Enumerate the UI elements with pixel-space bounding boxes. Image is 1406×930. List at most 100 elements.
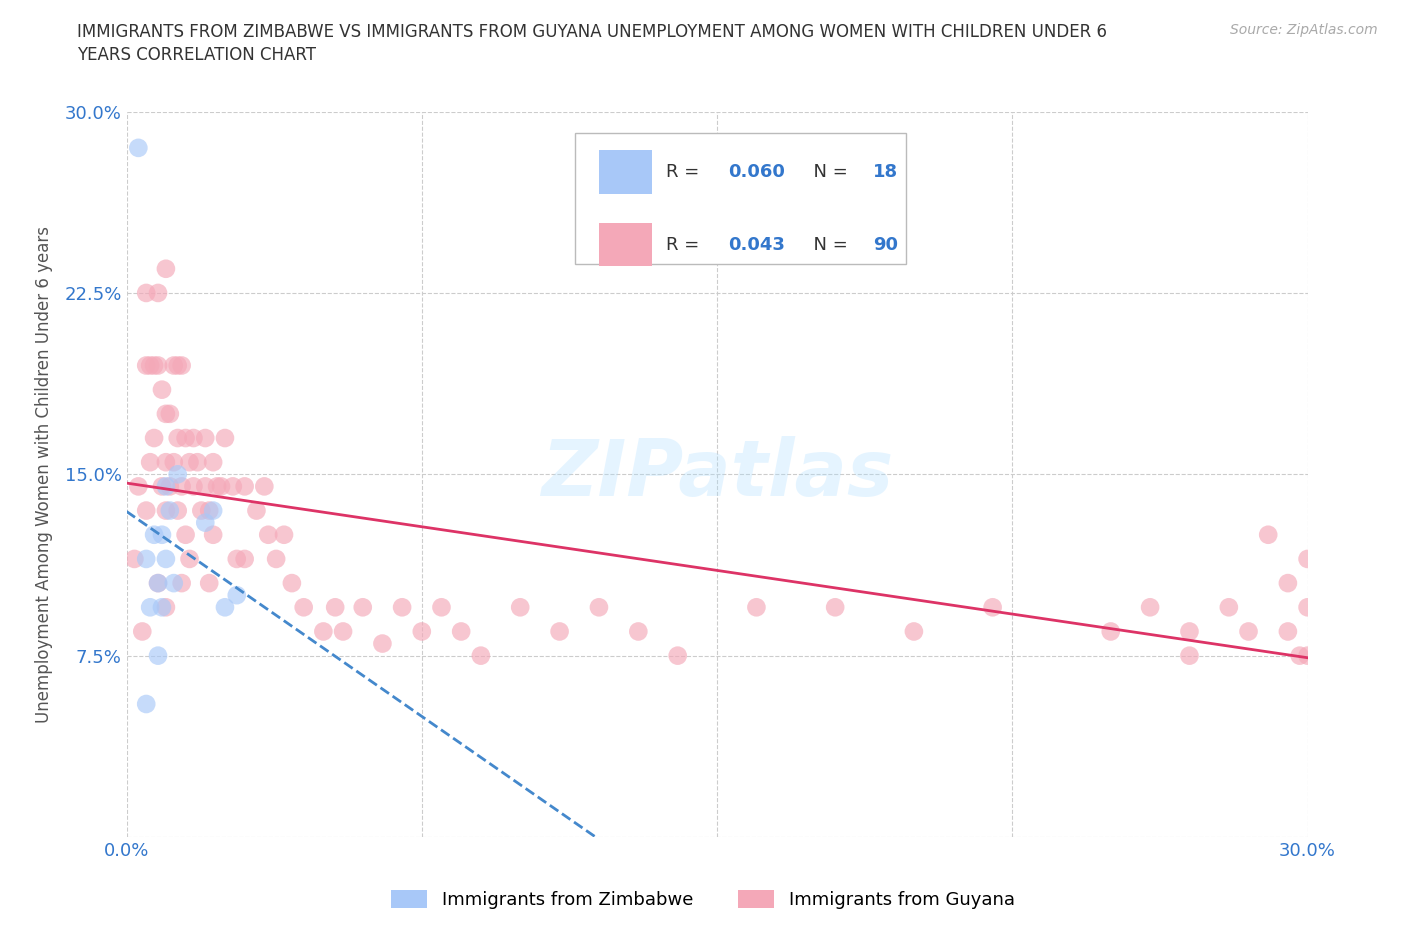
Point — [450, 624, 472, 639]
Point — [183, 479, 205, 494]
Point — [1277, 624, 1299, 639]
Point — [257, 527, 280, 542]
Point — [166, 467, 188, 482]
Legend: Immigrants from Zimbabwe, Immigrants from Guyana: Immigrants from Zimbabwe, Immigrants fro… — [384, 883, 1022, 916]
Point — [170, 358, 193, 373]
Point — [233, 551, 256, 566]
Point — [166, 358, 188, 373]
Point — [127, 479, 149, 494]
Point — [292, 600, 315, 615]
FancyBboxPatch shape — [599, 151, 652, 193]
Point — [186, 455, 208, 470]
Point — [627, 624, 650, 639]
Point — [183, 431, 205, 445]
Text: N =: N = — [801, 236, 853, 254]
Point — [253, 479, 276, 494]
Point — [1288, 648, 1310, 663]
Point — [1296, 648, 1319, 663]
Point — [903, 624, 925, 639]
Point — [146, 648, 169, 663]
Point — [194, 515, 217, 530]
Point — [159, 479, 181, 494]
Point — [174, 431, 197, 445]
Point — [470, 648, 492, 663]
Point — [127, 140, 149, 155]
Point — [209, 479, 232, 494]
Point — [1218, 600, 1240, 615]
Point — [170, 479, 193, 494]
Point — [124, 551, 146, 566]
Point — [179, 551, 201, 566]
Point — [824, 600, 846, 615]
Point — [666, 648, 689, 663]
Text: 90: 90 — [873, 236, 898, 254]
Point — [588, 600, 610, 615]
Point — [225, 551, 247, 566]
Point — [155, 503, 177, 518]
Point — [245, 503, 267, 518]
Point — [281, 576, 304, 591]
Point — [139, 358, 162, 373]
Point — [391, 600, 413, 615]
Point — [135, 358, 157, 373]
Point — [131, 624, 153, 639]
Point — [745, 600, 768, 615]
Point — [143, 358, 166, 373]
Point — [264, 551, 287, 566]
Point — [1099, 624, 1122, 639]
Point — [159, 406, 181, 421]
Point — [135, 551, 157, 566]
Point — [159, 503, 181, 518]
Point — [1257, 527, 1279, 542]
Y-axis label: Unemployment Among Women with Children Under 6 years: Unemployment Among Women with Children U… — [35, 226, 53, 723]
Point — [143, 527, 166, 542]
Point — [139, 600, 162, 615]
Point — [1277, 576, 1299, 591]
Point — [1296, 551, 1319, 566]
Point — [163, 358, 186, 373]
Point — [430, 600, 453, 615]
Point — [155, 455, 177, 470]
Point — [146, 576, 169, 591]
Point — [1296, 600, 1319, 615]
Point — [198, 503, 221, 518]
Point — [174, 527, 197, 542]
Point — [155, 261, 177, 276]
Point — [155, 600, 177, 615]
Point — [155, 551, 177, 566]
Point — [170, 576, 193, 591]
Point — [202, 455, 225, 470]
Point — [312, 624, 335, 639]
Point — [150, 382, 173, 397]
FancyBboxPatch shape — [599, 223, 652, 266]
Text: 0.043: 0.043 — [728, 236, 785, 254]
Point — [163, 576, 186, 591]
Point — [150, 527, 173, 542]
Point — [1178, 624, 1201, 639]
Text: YEARS CORRELATION CHART: YEARS CORRELATION CHART — [77, 46, 316, 64]
Point — [202, 503, 225, 518]
Point — [352, 600, 374, 615]
Point — [135, 503, 157, 518]
Point — [332, 624, 354, 639]
Point — [205, 479, 228, 494]
Text: R =: R = — [666, 164, 706, 181]
Point — [323, 600, 346, 615]
Point — [273, 527, 295, 542]
Point — [371, 636, 394, 651]
Point — [179, 455, 201, 470]
Point — [981, 600, 1004, 615]
Text: IMMIGRANTS FROM ZIMBABWE VS IMMIGRANTS FROM GUYANA UNEMPLOYMENT AMONG WOMEN WITH: IMMIGRANTS FROM ZIMBABWE VS IMMIGRANTS F… — [77, 23, 1108, 41]
Point — [411, 624, 433, 639]
Point — [222, 479, 245, 494]
Point — [146, 286, 169, 300]
Point — [1139, 600, 1161, 615]
Point — [163, 455, 186, 470]
Point — [194, 479, 217, 494]
Point — [155, 406, 177, 421]
Text: 0.060: 0.060 — [728, 164, 785, 181]
Point — [135, 697, 157, 711]
Point — [548, 624, 571, 639]
Point — [150, 479, 173, 494]
Point — [1237, 624, 1260, 639]
